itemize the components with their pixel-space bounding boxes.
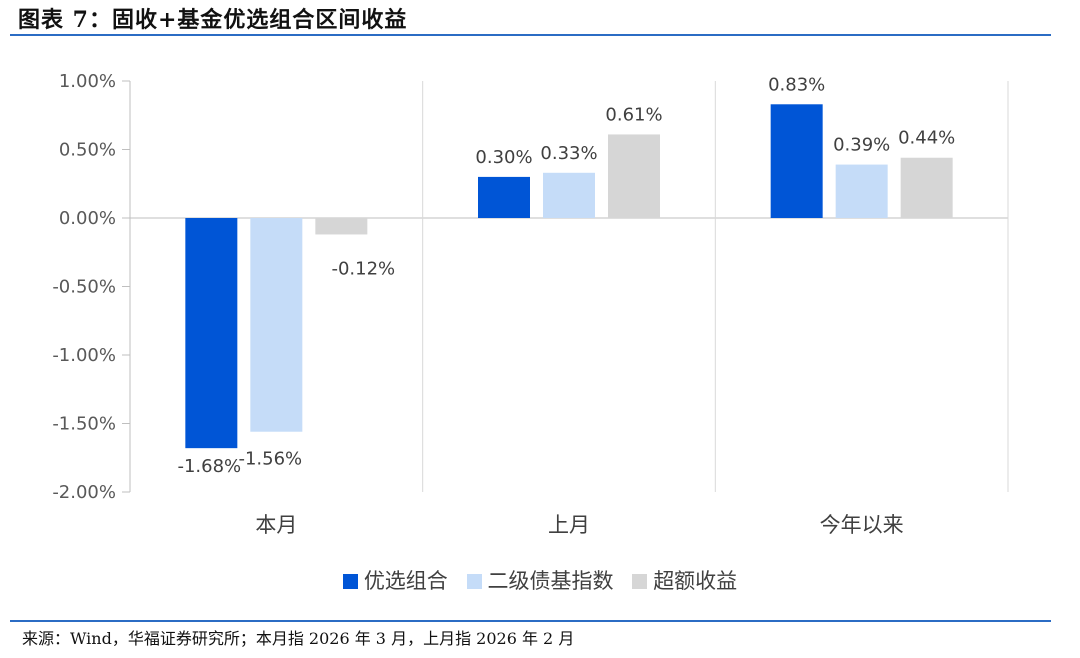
bar-chart: 1.00% 0.50% 0.00% -0.50% -1.00% -1.50% -2.00% -… — [52, 71, 1009, 537]
data-label: 0.33% — [540, 143, 597, 164]
x-category-label: 上月 — [548, 513, 590, 537]
legend-label-series-3: 超额收益 — [653, 569, 738, 593]
bar — [478, 176, 530, 218]
data-label: 0.83% — [768, 74, 825, 95]
y-tick-label: -0.50% — [52, 277, 116, 298]
bar — [543, 172, 595, 218]
x-category-label: 今年以来 — [820, 513, 904, 537]
y-tick-label: -1.00% — [52, 345, 116, 366]
legend-label-series-2: 二级债基指数 — [487, 569, 614, 593]
legend-swatch-series-1 — [342, 574, 358, 589]
legend-item-series-2: 二级债基指数 — [466, 565, 614, 595]
data-label: 0.30% — [475, 147, 532, 168]
bar — [315, 218, 368, 235]
data-label: -1.68% — [177, 456, 241, 477]
y-tick-label: 0.50% — [59, 140, 116, 161]
figure-title: 图表 7：固收+基金优选组合区间收益 — [18, 7, 408, 33]
chart-legend: 优选组合 二级债基指数 超额收益 — [0, 565, 1080, 595]
data-label: 0.44% — [898, 128, 955, 149]
legend-item-series-1: 优选组合 — [342, 565, 448, 595]
bar — [185, 218, 238, 449]
data-label: -0.12% — [331, 258, 395, 279]
x-category-label: 本月 — [255, 513, 297, 537]
data-label: 0.39% — [833, 135, 890, 156]
y-tick-label: -2.00% — [52, 482, 116, 503]
legend-item-series-3: 超额收益 — [632, 565, 737, 595]
bar — [900, 157, 953, 218]
y-tick-label: 1.00% — [59, 71, 116, 92]
data-label: 0.61% — [605, 104, 662, 125]
bottom-rule — [10, 620, 1051, 622]
data-label: -1.56% — [238, 449, 302, 470]
legend-swatch-series-3 — [632, 574, 648, 589]
source-note: 来源：Wind，华福证券研究所；本月指 2026 年 3 月，上月指 2026 … — [22, 629, 575, 648]
bar — [250, 218, 303, 432]
bar — [608, 134, 660, 218]
y-tick-label: -1.50% — [52, 414, 116, 435]
y-tick-label: 0.00% — [59, 208, 116, 229]
legend-swatch-series-2 — [466, 574, 482, 589]
top-rule — [10, 34, 1051, 36]
bar — [770, 104, 823, 218]
bar — [835, 164, 888, 218]
legend-label-series-1: 优选组合 — [363, 569, 448, 593]
